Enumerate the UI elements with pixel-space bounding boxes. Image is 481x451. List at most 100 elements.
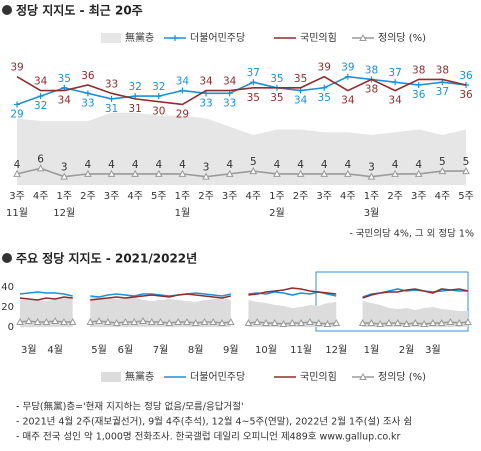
marker [359, 372, 367, 380]
legend-label: 국민의힘 [300, 371, 337, 383]
x-tick-label: 5월 [91, 344, 107, 356]
marker [84, 90, 91, 97]
marker [393, 318, 402, 326]
data-label: 34 [294, 95, 308, 107]
data-label: 4 [297, 159, 304, 171]
marker [414, 169, 423, 177]
data-label: 31 [128, 103, 141, 115]
marker [156, 317, 165, 325]
data-label: 29 [10, 108, 23, 120]
marker [250, 79, 257, 86]
marker [37, 93, 44, 100]
legend-label: 정의당 (%) [378, 371, 426, 383]
data-label: 34 [34, 76, 48, 88]
data-label: 33 [81, 97, 94, 109]
bullet [2, 253, 12, 263]
line [16, 167, 466, 178]
highlight-box [315, 271, 469, 332]
marker [270, 318, 279, 326]
marker [321, 84, 328, 91]
data-label: 39 [318, 62, 331, 74]
data-label: 35 [58, 73, 71, 85]
data-label: 4 [415, 159, 422, 171]
marker [174, 317, 182, 325]
data-label: 33 [199, 97, 212, 109]
marker [464, 317, 472, 325]
data-label: 4 [179, 159, 186, 171]
data-label: 36 [412, 89, 426, 101]
x-tick-label: 3주 [9, 191, 25, 202]
data-label: 33 [105, 78, 118, 90]
marker [86, 317, 95, 325]
marker [14, 101, 20, 108]
data-label: 38 [412, 64, 425, 76]
marker [112, 318, 121, 326]
marker [121, 317, 130, 325]
data-label: 37 [247, 67, 260, 79]
marker [411, 318, 420, 326]
marker [95, 316, 103, 324]
data-label: 39 [10, 62, 23, 74]
data-label: 4 [108, 159, 115, 171]
marker [273, 169, 281, 177]
marker [202, 172, 210, 180]
x-tick-label: 4월 [47, 344, 63, 356]
x-group-label: 1월 [175, 207, 191, 219]
x-tick-label: 12월 [325, 344, 347, 356]
data-label: 4 [274, 159, 281, 171]
data-label: 35 [247, 92, 260, 104]
data-label: 34 [341, 95, 355, 107]
x-tick-label: 4주 [435, 191, 451, 202]
x-tick-label: 11월 [290, 344, 312, 356]
marker [343, 169, 352, 177]
legend-swatch [101, 372, 121, 382]
marker [420, 319, 428, 327]
marker [253, 317, 262, 325]
x-tick-label: 8월 [188, 344, 204, 356]
marker [437, 318, 446, 326]
area [17, 112, 466, 185]
data-label: 6 [37, 153, 44, 165]
footnote: - 2021년 4월 2주(재보궐선거), 9월 4주(추석), 12월 4~5… [16, 416, 412, 428]
marker [367, 172, 376, 180]
marker [392, 79, 399, 86]
marker [429, 318, 437, 326]
data-label: 36 [81, 70, 95, 82]
marker [107, 169, 116, 177]
data-label: 5 [250, 156, 257, 168]
area [20, 296, 468, 327]
marker [332, 318, 341, 326]
marker [297, 318, 305, 326]
marker [60, 317, 68, 325]
marker [209, 317, 218, 325]
y-tick-label: 0 [8, 322, 14, 333]
data-label: 5 [439, 156, 446, 168]
x-tick-label: 3주 [316, 191, 332, 202]
x-tick-label: 1주 [269, 191, 285, 202]
chart-title: 주요 정당 지지도 - 2021/2022년 [16, 251, 197, 266]
marker [200, 317, 209, 325]
data-label: 38 [436, 64, 449, 76]
data-label: 3 [368, 162, 375, 174]
data-label: 37 [388, 67, 401, 79]
x-tick-label: 5주 [458, 191, 474, 202]
x-tick-label: 4주 [33, 191, 49, 202]
x-tick-label: 4주 [246, 191, 262, 202]
x-tick-label: 2월 [399, 344, 415, 356]
x-group-label: 12월 [53, 207, 75, 219]
legend-label: 더불어민주당 [190, 32, 245, 44]
data-label: 4 [155, 159, 162, 171]
marker [391, 169, 399, 177]
marker [165, 318, 174, 326]
y-tick-label: 40 [1, 282, 14, 293]
data-label: 35 [270, 73, 283, 85]
marker [108, 95, 115, 102]
data-label: 34 [58, 95, 72, 107]
footnote: - 매주 전국 성인 약 1,000명 전화조사. 한국갤럽 데일리 오피니언 … [16, 431, 401, 443]
x-tick-label: 1주 [175, 191, 191, 202]
marker [130, 317, 139, 325]
data-label: 4 [226, 159, 233, 171]
marker [225, 169, 234, 177]
legend-swatch [101, 33, 121, 43]
line [19, 288, 468, 298]
